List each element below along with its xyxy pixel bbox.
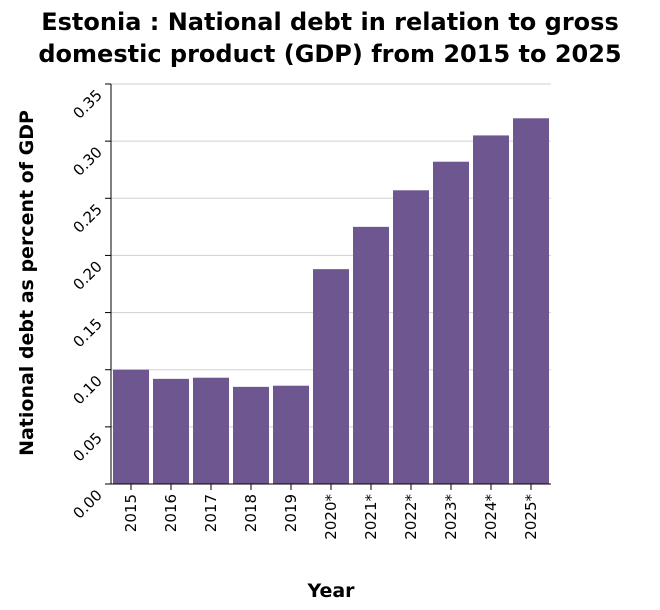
y-axis-label: National debt as percent of GDP xyxy=(16,110,38,456)
x-tick-label: 2015 xyxy=(122,494,140,532)
bar-2023* xyxy=(433,161,469,484)
bar-2022* xyxy=(393,190,429,485)
y-tick-label: 0.35 xyxy=(69,86,105,122)
y-tick-label: 0.20 xyxy=(69,258,105,294)
x-tick-label: 2022* xyxy=(402,494,420,540)
bars xyxy=(113,118,549,485)
x-tick-label: 2017 xyxy=(202,494,220,532)
x-tick-label: 2023* xyxy=(442,494,460,540)
bar-2017 xyxy=(193,377,229,484)
y-tick-label: 0.10 xyxy=(69,372,105,408)
x-axis-label: Year xyxy=(306,580,355,602)
x-tick-label: 2018 xyxy=(242,494,260,532)
chart-title-line-2: domestic product (GDP) from 2015 to 2025 xyxy=(38,40,622,68)
y-tick-labels: 0.00 0.05 0.10 0.15 0.20 0.25 0.30 0.35 xyxy=(69,86,105,522)
bar-2021* xyxy=(353,226,389,484)
x-tick-label: 2016 xyxy=(162,494,180,532)
x-tick-label: 2020* xyxy=(322,494,340,540)
x-tick-label: 2021* xyxy=(362,494,380,540)
bar-2019 xyxy=(273,385,309,484)
chart-title: Estonia : National debt in relation to g… xyxy=(0,6,660,70)
bar-2018 xyxy=(233,386,269,484)
x-tick-labels: 2015 2016 2017 2018 2019 2020* 2021* 2022* 2023*… xyxy=(122,494,540,540)
chart-title-line-1: Estonia : National debt in relation to g… xyxy=(41,8,619,36)
bar-2015 xyxy=(113,369,149,484)
axes xyxy=(105,83,551,490)
y-tick-label: 0.15 xyxy=(69,315,105,351)
x-tick-label: 2019 xyxy=(282,494,300,532)
bar-2025* xyxy=(513,118,549,485)
x-tick-label: 2024* xyxy=(482,494,500,540)
y-tick-label: 0.25 xyxy=(69,200,105,236)
bar-2016 xyxy=(153,378,189,484)
bar-2020* xyxy=(313,269,349,484)
x-tick-label: 2025* xyxy=(522,494,540,540)
y-tick-label: 0.05 xyxy=(69,429,105,465)
bar-2024* xyxy=(473,135,509,484)
y-tick-label: 0.30 xyxy=(69,143,105,179)
y-tick-label: 0.00 xyxy=(69,486,105,522)
